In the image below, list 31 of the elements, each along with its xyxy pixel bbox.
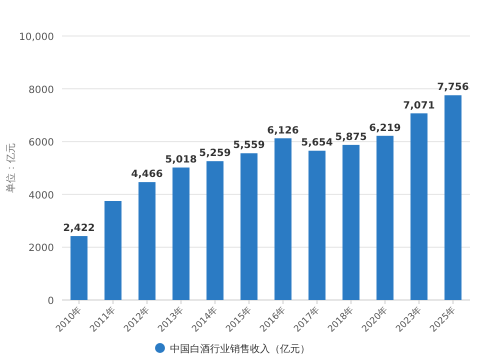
bar — [70, 236, 88, 300]
bar — [308, 150, 326, 300]
y-tick-label: 6000 — [28, 138, 54, 149]
bar — [138, 182, 156, 300]
bar — [240, 153, 258, 300]
bar — [172, 168, 190, 300]
bar — [206, 161, 224, 300]
data-label: 5,654 — [301, 138, 333, 149]
data-label: 4,466 — [131, 169, 163, 180]
data-label: 5,559 — [233, 140, 265, 152]
bar — [410, 113, 428, 300]
bar — [104, 201, 122, 300]
data-label: 2,422 — [63, 223, 95, 234]
data-label: 5,259 — [199, 148, 231, 160]
bar — [444, 95, 462, 300]
y-tick-label: 8000 — [28, 84, 54, 96]
bar — [376, 136, 394, 300]
y-tick-label: 0 — [48, 296, 54, 307]
y-tick-label: 2000 — [28, 243, 54, 254]
y-axis-title: 单位：亿元 — [5, 143, 17, 193]
bar — [274, 138, 292, 300]
data-label: 7,071 — [403, 100, 435, 112]
data-label: 6,126 — [267, 125, 299, 136]
data-label: 5,875 — [335, 132, 367, 143]
data-label: 5,018 — [165, 154, 197, 166]
data-label: 7,756 — [437, 82, 469, 94]
legend-label: 中国白酒行业销售收入（亿元） — [170, 343, 310, 355]
bar — [342, 144, 360, 300]
y-tick-label: 10,000 — [19, 32, 54, 43]
y-tick-label: 4000 — [28, 190, 54, 202]
data-label: 6,219 — [369, 122, 401, 134]
